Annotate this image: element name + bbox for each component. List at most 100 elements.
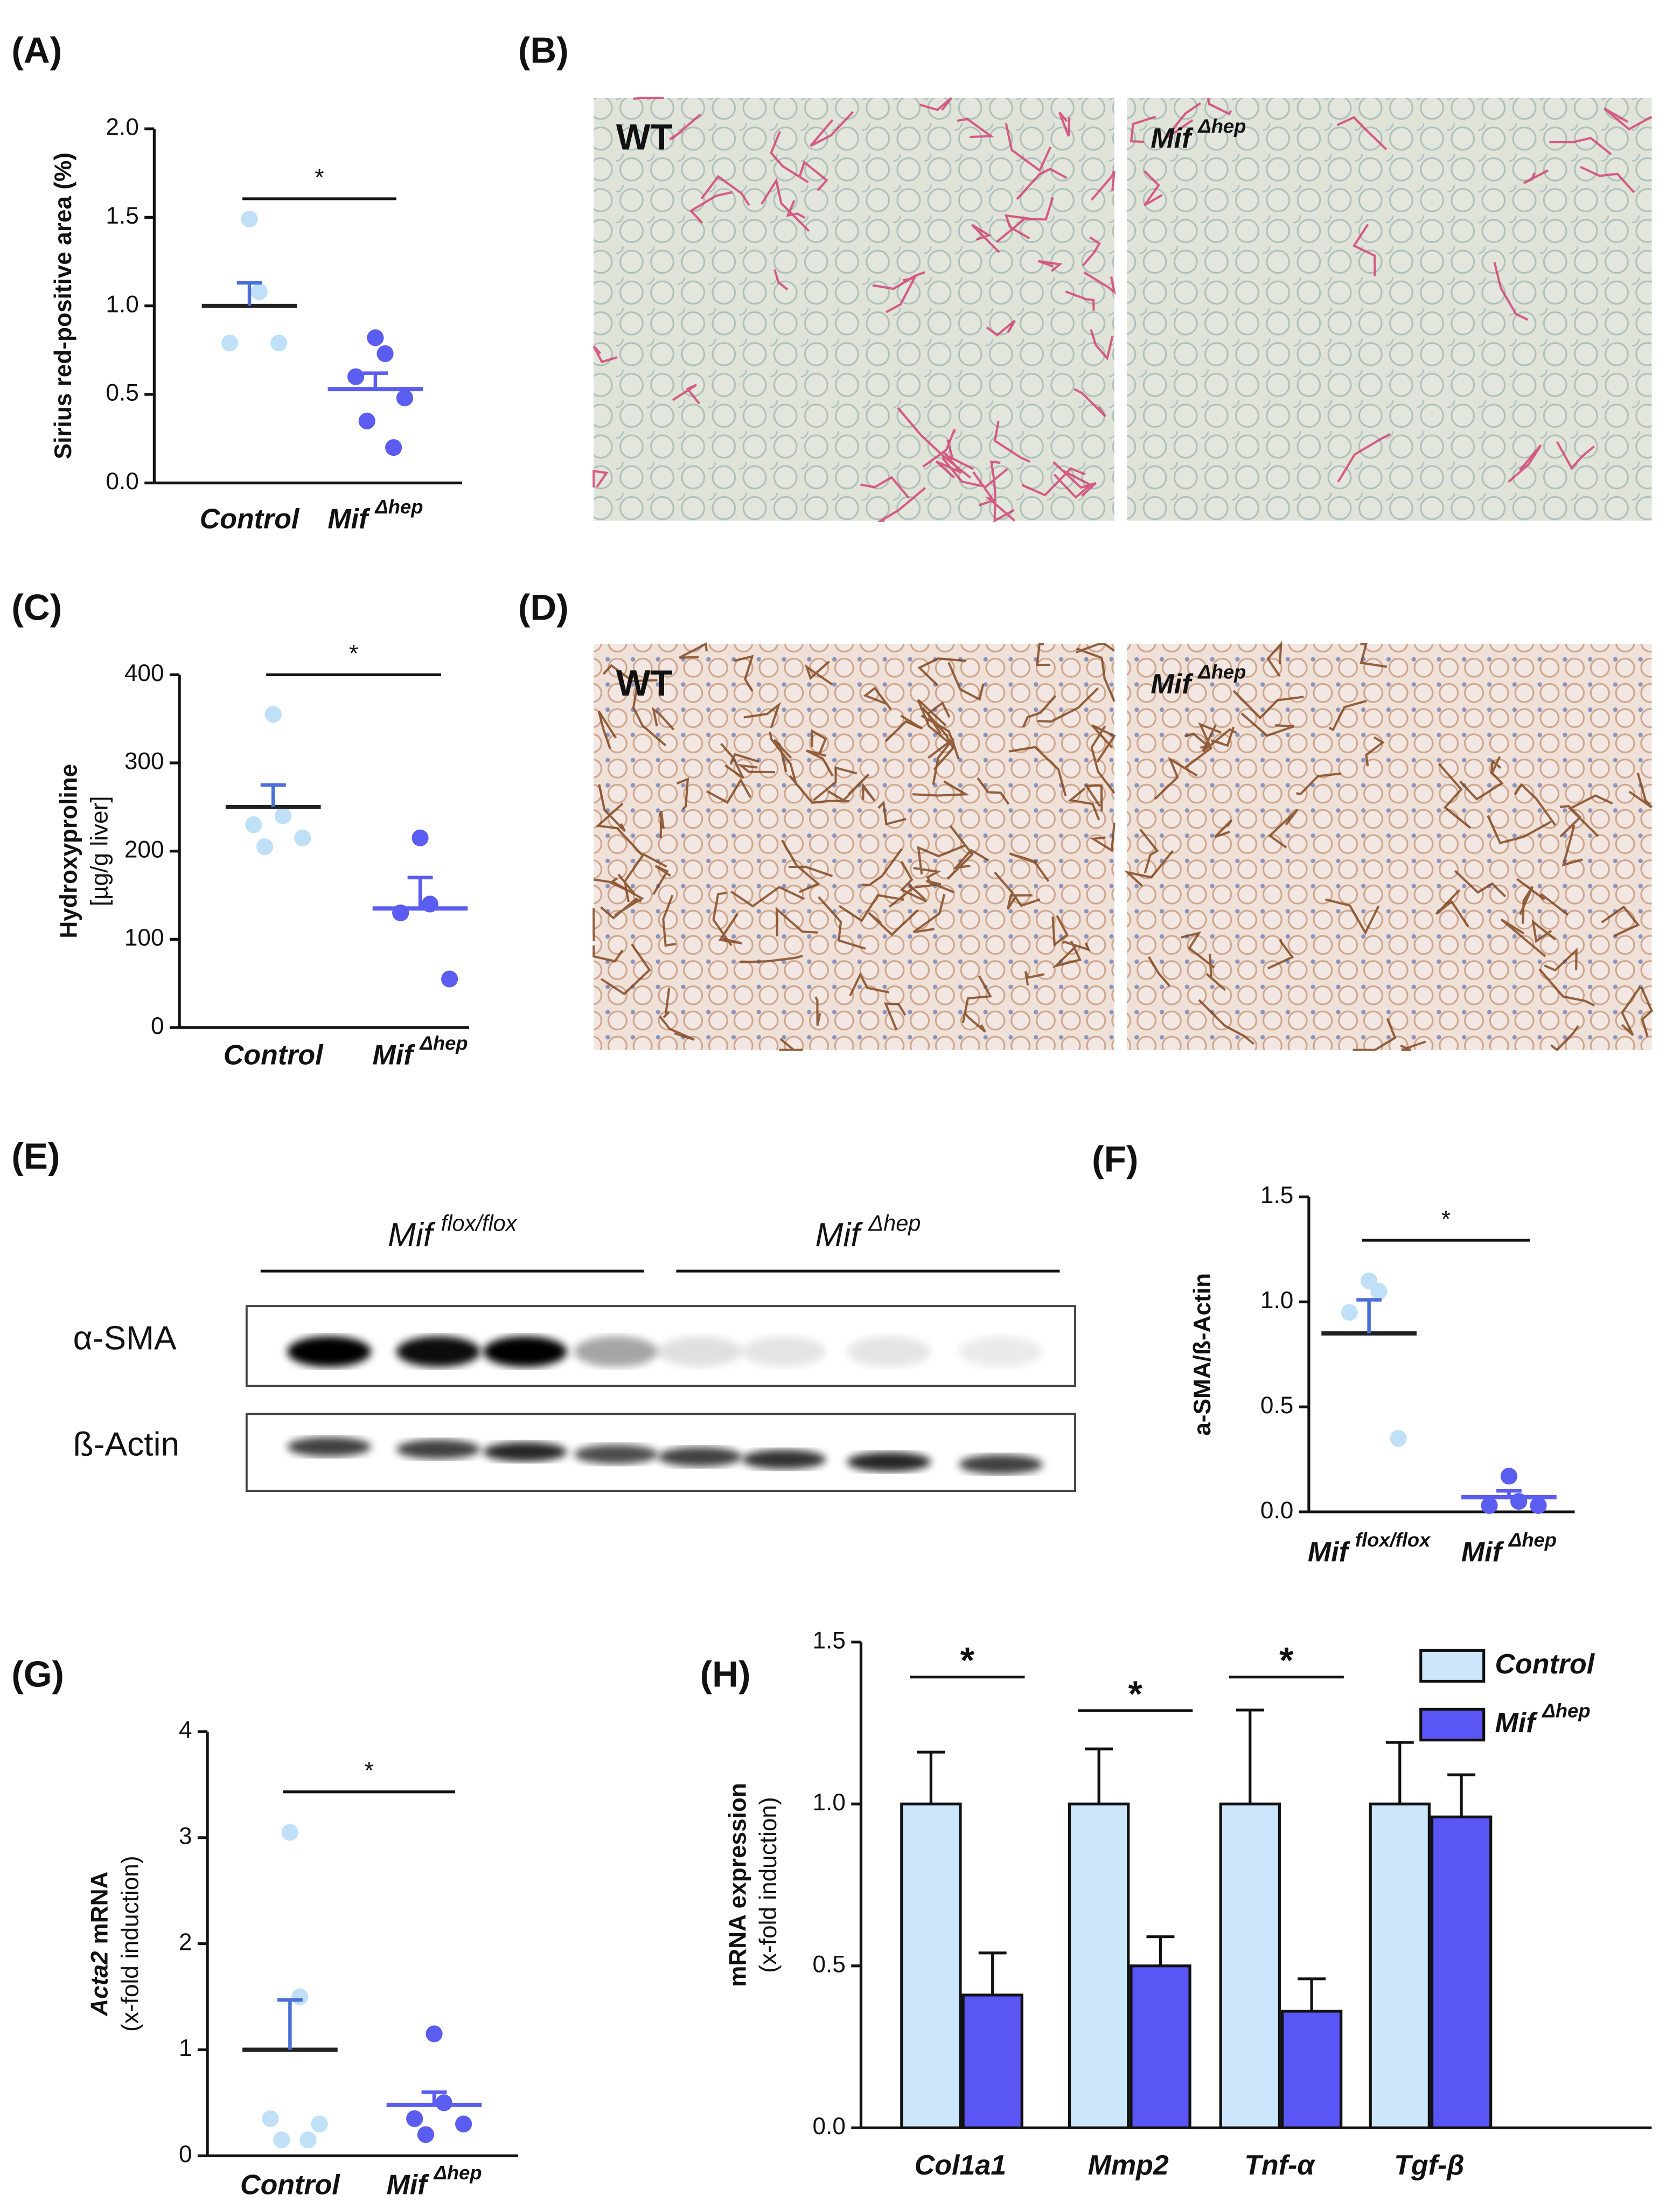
significance-label: *	[1441, 1206, 1451, 1232]
y-tick-label: 0.5	[1260, 1392, 1293, 1419]
data-point	[347, 368, 365, 385]
bar	[900, 1802, 962, 2129]
y-axis-label-2: (x-fold induction)	[117, 1856, 143, 2031]
data-point	[1341, 1304, 1358, 1321]
data-point	[377, 345, 394, 363]
legend-swatch	[1419, 1707, 1486, 1742]
sem-bar	[260, 783, 286, 807]
x-tick-label: Mif Δhep	[372, 1032, 468, 1071]
x-tick-label-sup: Δhep	[433, 2162, 482, 2184]
y-tick-label: 2	[179, 1929, 192, 1955]
y-axis-label-2: (x-fold induction)	[755, 1797, 782, 1972]
error-bar	[1385, 1741, 1414, 1804]
y-axis-label-text: a-SMA/ß-Actin	[1189, 1273, 1216, 1436]
y-tick-label: 0.0	[106, 468, 138, 495]
significance-label: *	[1279, 1641, 1294, 1681]
data-point	[406, 2110, 423, 2127]
blot-band	[847, 1336, 931, 1367]
blot-band	[574, 1336, 658, 1367]
data-point	[1500, 1468, 1518, 1485]
bar	[1068, 1802, 1130, 2129]
data-point	[241, 211, 258, 228]
panel-label: (A)	[11, 31, 62, 71]
y-tick-label: 1.0	[106, 291, 138, 317]
significance-label: *	[1128, 1674, 1143, 1714]
data-point	[270, 335, 288, 352]
fiber-staining	[592, 642, 1116, 1051]
bar	[1280, 2010, 1343, 2129]
y-axis-label: a-SMA/ß-Actin	[1189, 1273, 1216, 1436]
sem-bar	[421, 2090, 447, 2105]
data-point	[311, 2115, 328, 2132]
data-point	[262, 2110, 279, 2127]
y-axis-label: Acta2 mRNA	[86, 1872, 113, 2017]
blot-band	[483, 1336, 567, 1367]
data-point	[245, 816, 262, 833]
row-label: α-SMA	[73, 1319, 177, 1357]
fiber-staining	[1124, 641, 1653, 1052]
y-tick-label: 400	[124, 660, 164, 686]
data-point	[435, 2094, 452, 2111]
sem-bar	[1496, 1489, 1522, 1497]
data-point	[1390, 1430, 1407, 1447]
y-axis-label-italic: Acta2	[86, 1951, 113, 2017]
sem-bar	[407, 876, 433, 909]
blot-band	[287, 1336, 372, 1367]
data-point	[385, 439, 402, 456]
group-label: Mif flox/flox	[388, 1210, 518, 1254]
y-axis-label: Hydroxyproline	[55, 764, 82, 939]
data-point	[264, 706, 282, 723]
x-tick-label-base: Control	[240, 2169, 340, 2200]
x-tick-label: Mif Δhep	[1461, 1529, 1557, 1567]
blot-band	[742, 1449, 826, 1469]
bar	[1430, 1815, 1493, 2129]
blot-frame	[245, 1413, 1076, 1492]
bar	[961, 1993, 1023, 2129]
group-label-base: Mif	[388, 1217, 436, 1254]
panel-label: (C)	[11, 588, 62, 628]
y-axis-label: mRNA expression	[724, 1783, 751, 1987]
x-tick-label: Col1a1	[915, 2150, 1006, 2181]
blot-band	[658, 1336, 742, 1367]
bar	[1130, 1964, 1191, 2129]
y-tick-label: 0.0	[813, 2113, 846, 2139]
x-tick-label: Control	[200, 503, 300, 534]
data-point	[412, 829, 429, 846]
error-bar	[1236, 1708, 1264, 1804]
x-tick-label-sup: Δhep	[419, 1032, 468, 1054]
sem-bar	[277, 1998, 303, 2050]
sem-bar	[363, 371, 388, 390]
y-tick-label: 300	[124, 748, 164, 775]
image-label: WT	[616, 117, 673, 158]
blot-band	[847, 1452, 931, 1472]
error-bar	[1298, 1977, 1326, 2011]
blot-band	[959, 1454, 1043, 1475]
fiber-staining	[592, 96, 1116, 523]
y-tick-label: 1.0	[1260, 1287, 1293, 1314]
bar	[1219, 1802, 1281, 2129]
y-axis-label-2: [µg/g liver]	[86, 796, 113, 906]
panel-label: (F)	[1092, 1139, 1138, 1179]
fiber-staining	[1130, 98, 1653, 483]
sem-bar	[1356, 1298, 1382, 1333]
micrograph-cells	[1127, 644, 1652, 1050]
x-tick-label-base: Control	[200, 503, 300, 534]
row-label: ß-Actin	[73, 1426, 179, 1463]
y-tick-label: 3	[179, 1823, 192, 1849]
y-axis-label-text: Hydroxyproline	[55, 764, 82, 939]
legend-label-sup: Δhep	[1541, 1699, 1590, 1721]
x-tick-label-sup: flox/flox	[1355, 1529, 1431, 1551]
image-label-base: Mif	[1151, 123, 1194, 154]
data-point	[396, 390, 414, 407]
data-point	[367, 329, 384, 346]
x-tick-label: Mif Δhep	[386, 2162, 482, 2200]
blot-band	[959, 1336, 1043, 1367]
blot-band	[396, 1336, 480, 1367]
y-tick-label: 1.5	[813, 1627, 846, 1654]
x-tick-label: Tgf-β	[1394, 2150, 1464, 2181]
x-tick-label: Mmp2	[1088, 2150, 1169, 2181]
data-point	[441, 970, 458, 988]
data-point	[273, 2131, 290, 2149]
y-tick-label: 100	[124, 925, 164, 951]
